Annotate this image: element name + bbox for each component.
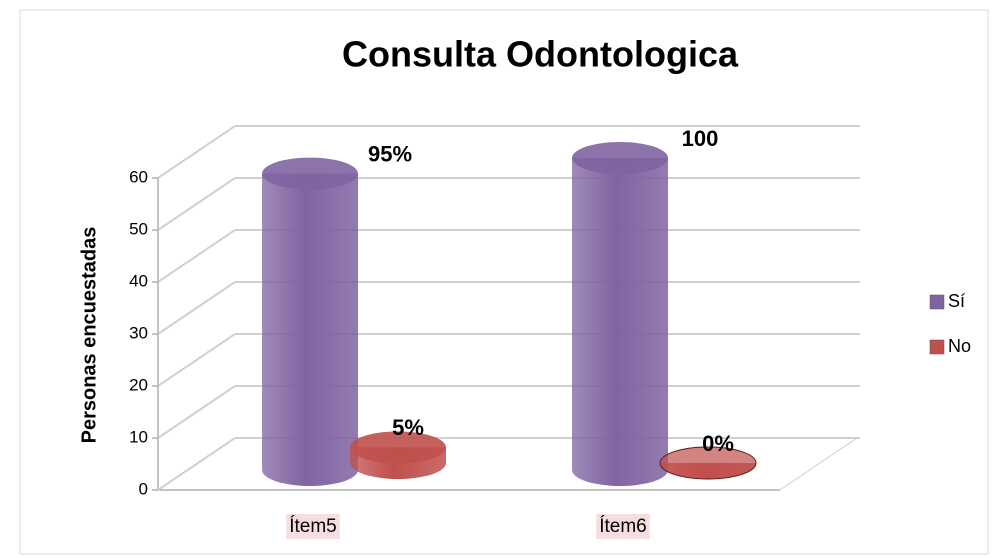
data-label: 0% (702, 431, 734, 456)
bar-top (572, 142, 668, 174)
grid-line (157, 229, 236, 283)
bar (572, 158, 668, 486)
grid-line (157, 281, 236, 335)
x-tick-label-bg (596, 514, 650, 540)
x-tick-label: Ítem5 (289, 516, 337, 537)
bar-top (659, 446, 757, 480)
y-tick-label: 10 (129, 427, 148, 446)
y-tick-label: 50 (129, 219, 148, 238)
data-label: 95% (368, 141, 412, 166)
y-axis-label: Personas encuestadas (78, 227, 100, 444)
y-tick-label: 60 (129, 167, 148, 186)
legend-swatch (929, 294, 945, 310)
bar-top (350, 431, 446, 464)
grid-line (157, 333, 236, 387)
chart-title: Consulta Odontologica (342, 34, 739, 75)
data-label: 5% (392, 415, 424, 440)
grid-line (157, 177, 236, 231)
legend-label: No (948, 336, 971, 356)
y-tick-label: 30 (129, 323, 148, 342)
grid-line (157, 125, 236, 179)
bar-top (262, 157, 358, 190)
bar (262, 173, 358, 486)
legend-label: Sí (948, 291, 965, 311)
x-tick-label: Ítem6 (599, 516, 647, 537)
axis-floor-depth (779, 437, 858, 491)
y-tick-label: 20 (129, 375, 148, 394)
grid-line (157, 437, 236, 491)
y-tick-label: 0 (139, 479, 148, 498)
y-tick-label: 40 (129, 271, 148, 290)
legend-swatch (929, 339, 945, 355)
data-label: 100 (682, 126, 719, 151)
grid-line (157, 385, 236, 439)
x-tick-label-bg (286, 514, 340, 540)
